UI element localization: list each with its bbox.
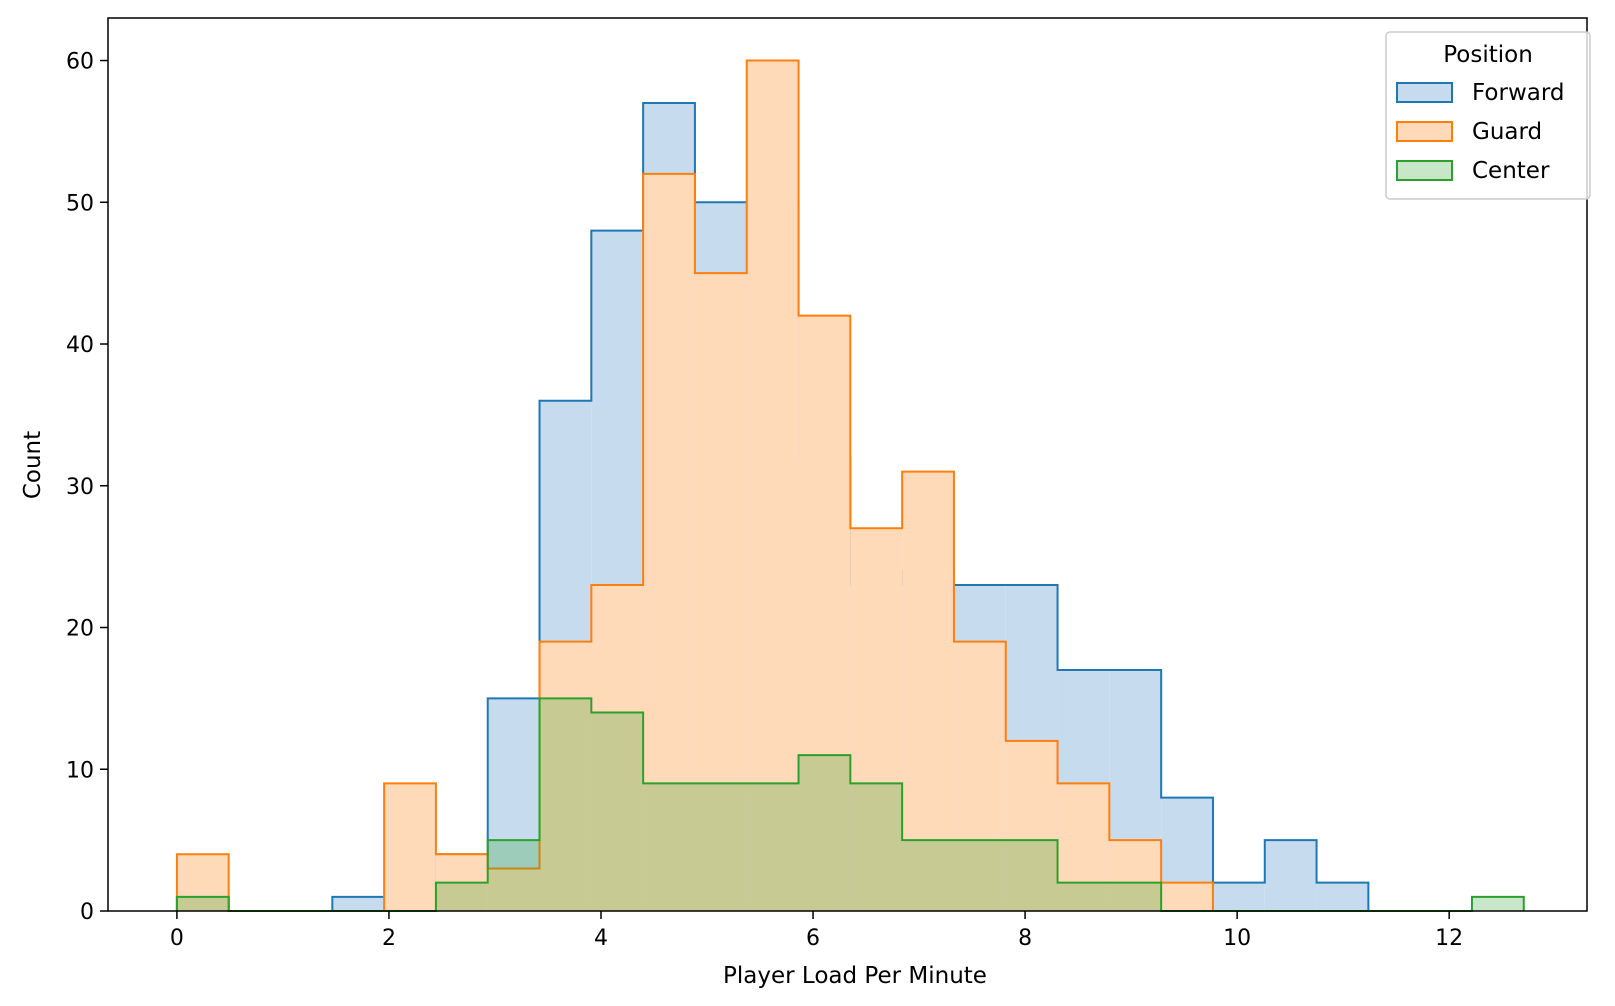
bar-guard-11 xyxy=(746,60,799,912)
legend-item-center: Center xyxy=(1396,158,1550,184)
bar-guard-6 xyxy=(487,868,540,911)
x-tick-label-12: 12 xyxy=(1435,926,1463,951)
x-axis: 0 2 4 6 8 10 12 xyxy=(170,911,1463,951)
legend-item-guard: Guard xyxy=(1396,119,1542,145)
bar-forward-3 xyxy=(332,896,385,911)
bar-guard-0 xyxy=(176,854,229,911)
legend-swatch-forward xyxy=(1396,82,1453,103)
bar-guard-9 xyxy=(643,173,695,911)
bar-center-9 xyxy=(643,783,695,911)
y-tick-label-60: 60 xyxy=(66,50,94,75)
legend-title: Position xyxy=(1443,42,1533,68)
y-tick-label-20: 20 xyxy=(66,617,94,642)
x-tick-label-8: 8 xyxy=(1018,926,1032,951)
bar-center-0 xyxy=(176,896,229,911)
bar-guard-12 xyxy=(798,315,851,912)
x-tick-label-2: 2 xyxy=(382,926,396,951)
bar-center-7 xyxy=(539,698,592,911)
legend-label-forward: Forward xyxy=(1472,80,1565,106)
bar-forward-22 xyxy=(1316,882,1369,911)
y-axis-label: Count xyxy=(20,431,46,499)
bar-guard-14 xyxy=(902,471,954,911)
y-tick-label-30: 30 xyxy=(66,475,94,500)
bar-guard-7 xyxy=(539,641,592,911)
bar-center-12 xyxy=(798,755,851,911)
plot-frame xyxy=(107,17,1588,912)
legend-label-center: Center xyxy=(1472,158,1550,184)
bar-center-17 xyxy=(1057,882,1110,911)
y-tick-label-50: 50 xyxy=(66,191,94,216)
y-tick-label-10: 10 xyxy=(66,758,94,783)
legend: Position Forward Guard Center xyxy=(1385,31,1591,200)
legend-swatch-guard xyxy=(1396,121,1453,142)
series-guard xyxy=(175,59,1214,912)
bar-guard-4 xyxy=(384,783,436,911)
bar-forward-20 xyxy=(1212,882,1265,911)
bar-forward-21 xyxy=(1264,840,1317,911)
bar-guard-10 xyxy=(694,273,747,912)
x-axis-label: Player Load Per Minute xyxy=(723,963,987,989)
bar-center-11 xyxy=(746,783,799,911)
y-tick-label-0: 0 xyxy=(80,900,94,925)
series-center xyxy=(175,697,1525,912)
y-tick-label-40: 40 xyxy=(66,333,94,358)
bar-center-25 xyxy=(1471,896,1524,911)
bar-center-5 xyxy=(435,882,488,911)
bar-center-15 xyxy=(953,840,1006,911)
bar-center-10 xyxy=(694,783,747,911)
x-tick-label-0: 0 xyxy=(170,926,184,951)
bar-guard-15 xyxy=(953,641,1006,911)
legend-item-forward: Forward xyxy=(1396,80,1565,106)
bar-center-16 xyxy=(1005,840,1058,911)
bar-center-6 xyxy=(487,840,540,911)
x-tick-label-10: 10 xyxy=(1223,926,1251,951)
bar-guard-8 xyxy=(591,584,644,911)
bar-center-8 xyxy=(591,712,644,911)
bar-center-14 xyxy=(902,840,954,911)
legend-box xyxy=(1385,31,1591,200)
bar-center-13 xyxy=(850,783,903,911)
bar-center-18 xyxy=(1109,882,1162,911)
legend-items: Forward Guard Center xyxy=(1396,80,1565,184)
x-tick-label-4: 4 xyxy=(594,926,608,951)
bar-guard-19 xyxy=(1161,882,1213,911)
series-layer xyxy=(175,59,1525,912)
legend-label-guard: Guard xyxy=(1472,119,1542,145)
y-axis: 0 10 20 30 40 50 60 xyxy=(66,50,108,925)
bar-guard-16 xyxy=(1005,740,1058,911)
legend-swatch-center xyxy=(1396,160,1453,181)
bar-guard-13 xyxy=(850,528,903,911)
bar-guard-18 xyxy=(1109,840,1162,911)
bar-guard-17 xyxy=(1057,783,1110,911)
outline-guard xyxy=(175,59,1214,912)
x-tick-label-6: 6 xyxy=(806,926,820,951)
